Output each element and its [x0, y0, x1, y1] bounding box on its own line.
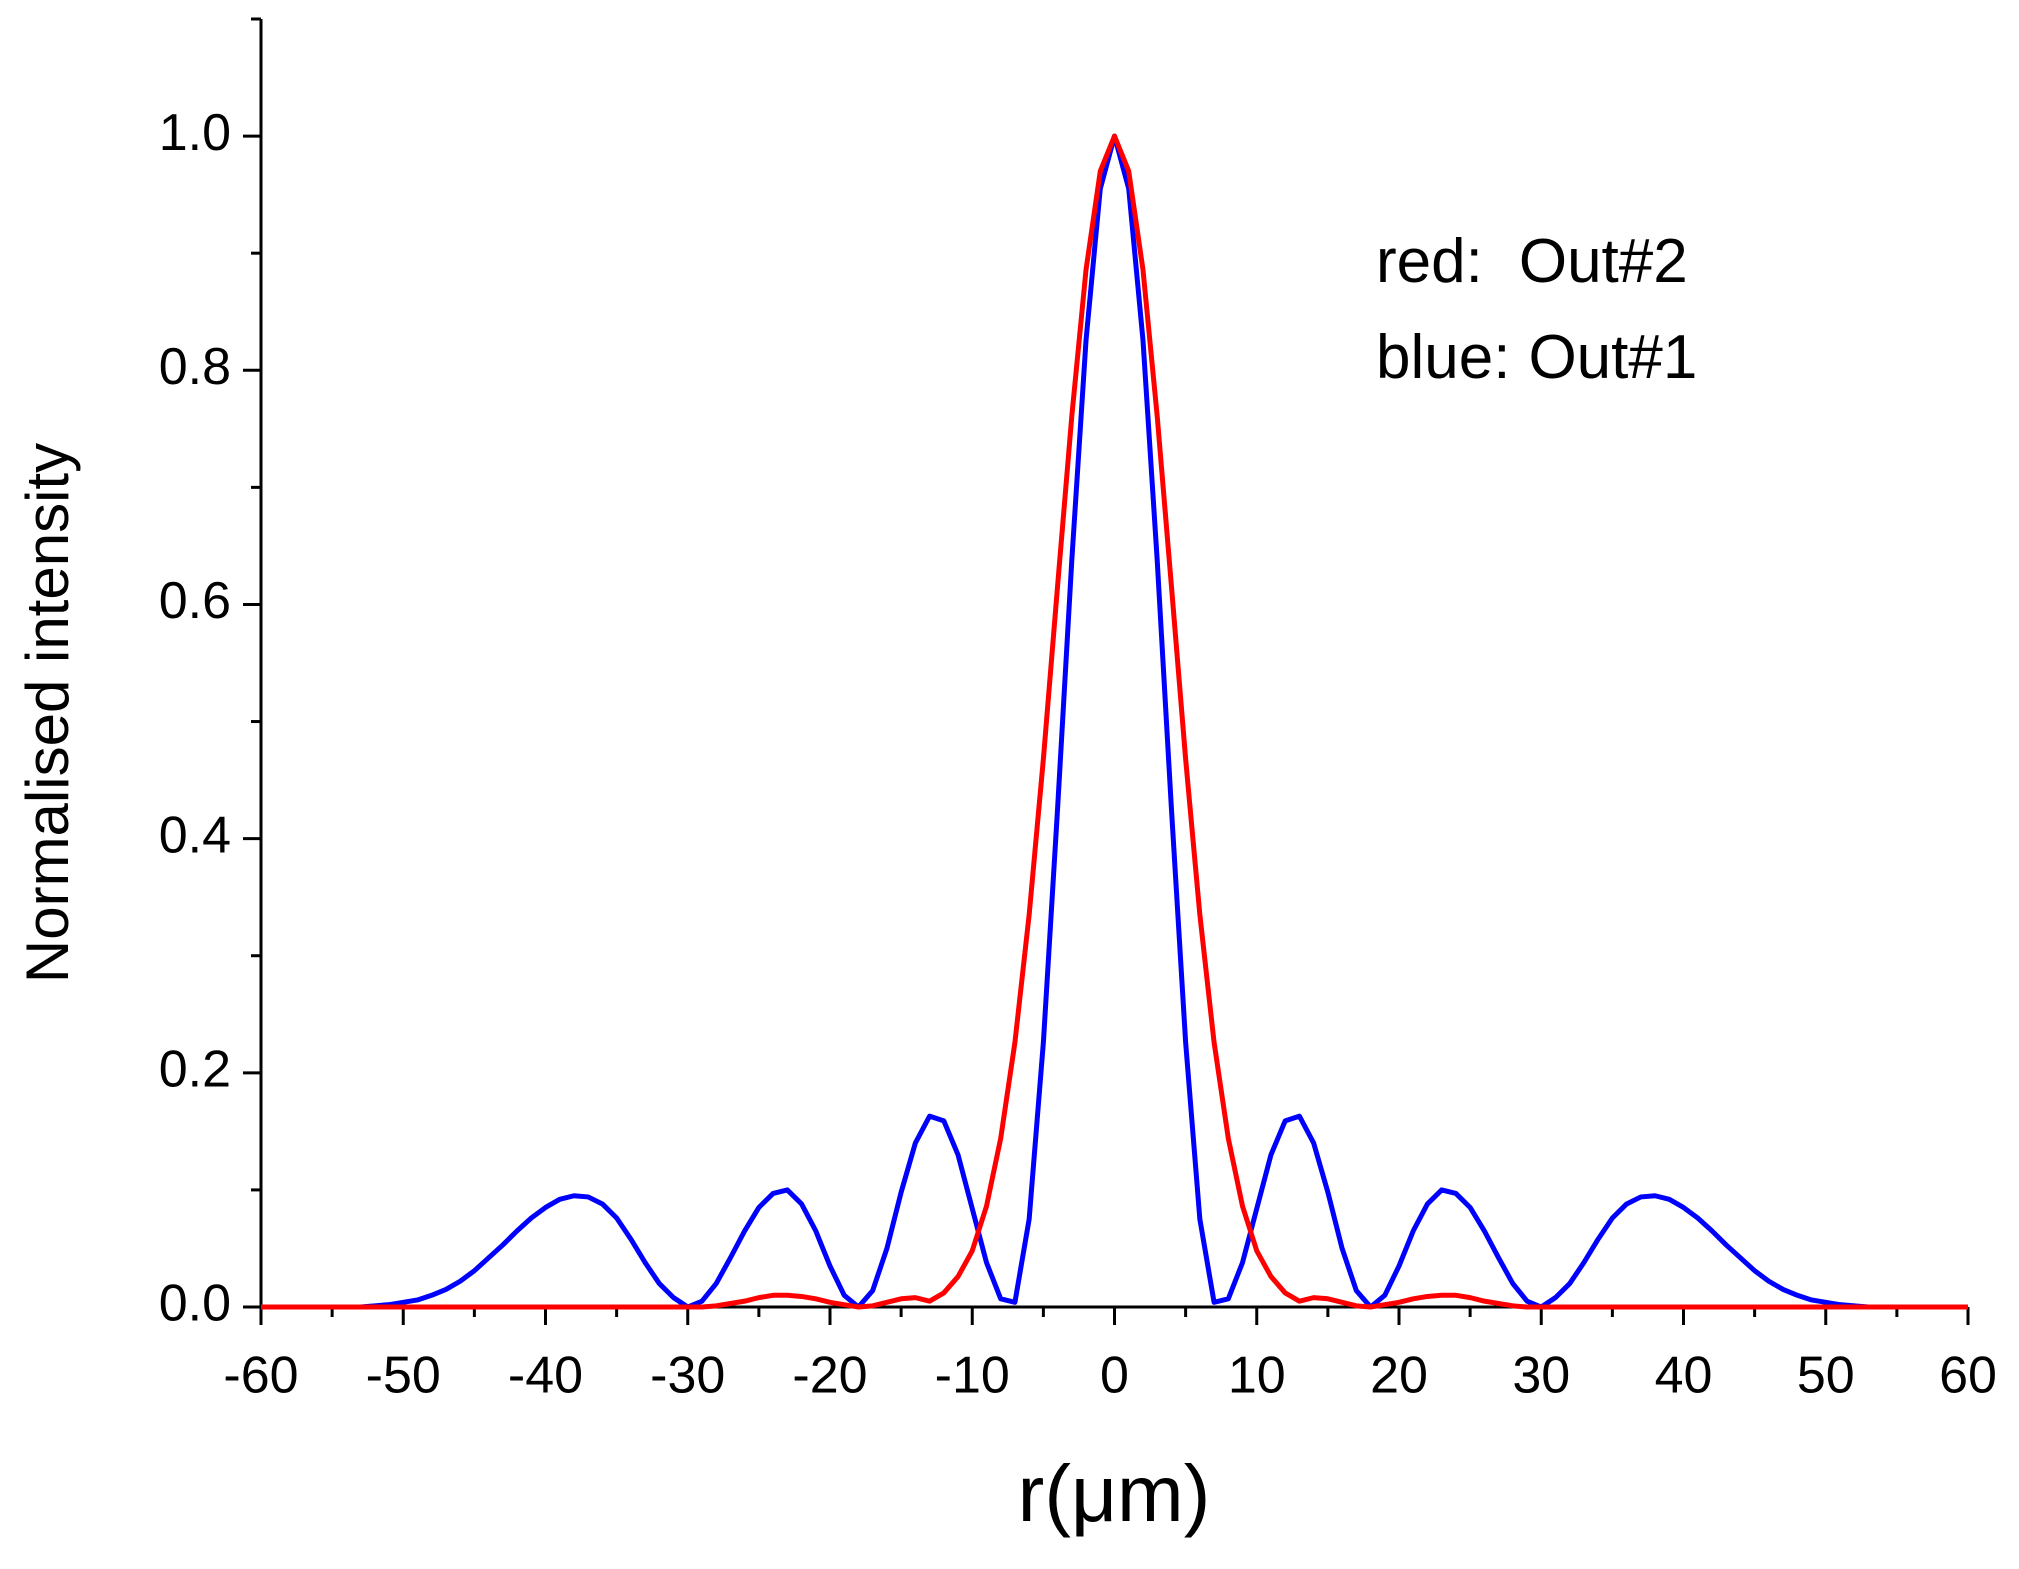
y-tick-label: 0.2: [159, 1041, 231, 1099]
legend-color-label: red:: [1376, 227, 1483, 296]
x-tick-label: 0: [1100, 1347, 1129, 1405]
x-tick-label: 60: [1939, 1347, 1997, 1405]
x-tick-label: -10: [935, 1347, 1010, 1405]
x-tick-label: -40: [508, 1347, 583, 1405]
x-tick-label: -50: [366, 1347, 441, 1405]
y-tick-label: 0.4: [159, 806, 231, 864]
y-axis-title: Normalised intensity: [14, 443, 81, 983]
x-tick-label: -30: [650, 1347, 725, 1405]
y-tick-label: 0.0: [159, 1275, 231, 1333]
x-tick-label: -20: [792, 1347, 867, 1405]
legend-series-name: Out#2: [1519, 227, 1688, 296]
legend-entry: red: Out#2: [1376, 227, 1688, 296]
x-tick-label: 20: [1370, 1347, 1428, 1405]
y-tick-label: 1.0: [159, 104, 231, 162]
data-line: [261, 133, 1968, 1310]
x-axis-title: r(μm): [1018, 1449, 1211, 1538]
legend-series-name: Out#1: [1528, 323, 1697, 392]
y-tick-label: 0.6: [159, 572, 231, 630]
x-tick-label: 50: [1797, 1347, 1855, 1405]
x-tick-label: 40: [1655, 1347, 1713, 1405]
x-tick-label: -60: [223, 1347, 298, 1405]
x-tick-label: 10: [1228, 1347, 1286, 1405]
y-tick-label: 0.8: [159, 338, 231, 396]
legend-color-label: blue:: [1376, 323, 1510, 392]
legend-entry: blue: Out#1: [1376, 323, 1697, 392]
x-tick-label: 30: [1512, 1347, 1570, 1405]
data-line: [261, 133, 1968, 1310]
